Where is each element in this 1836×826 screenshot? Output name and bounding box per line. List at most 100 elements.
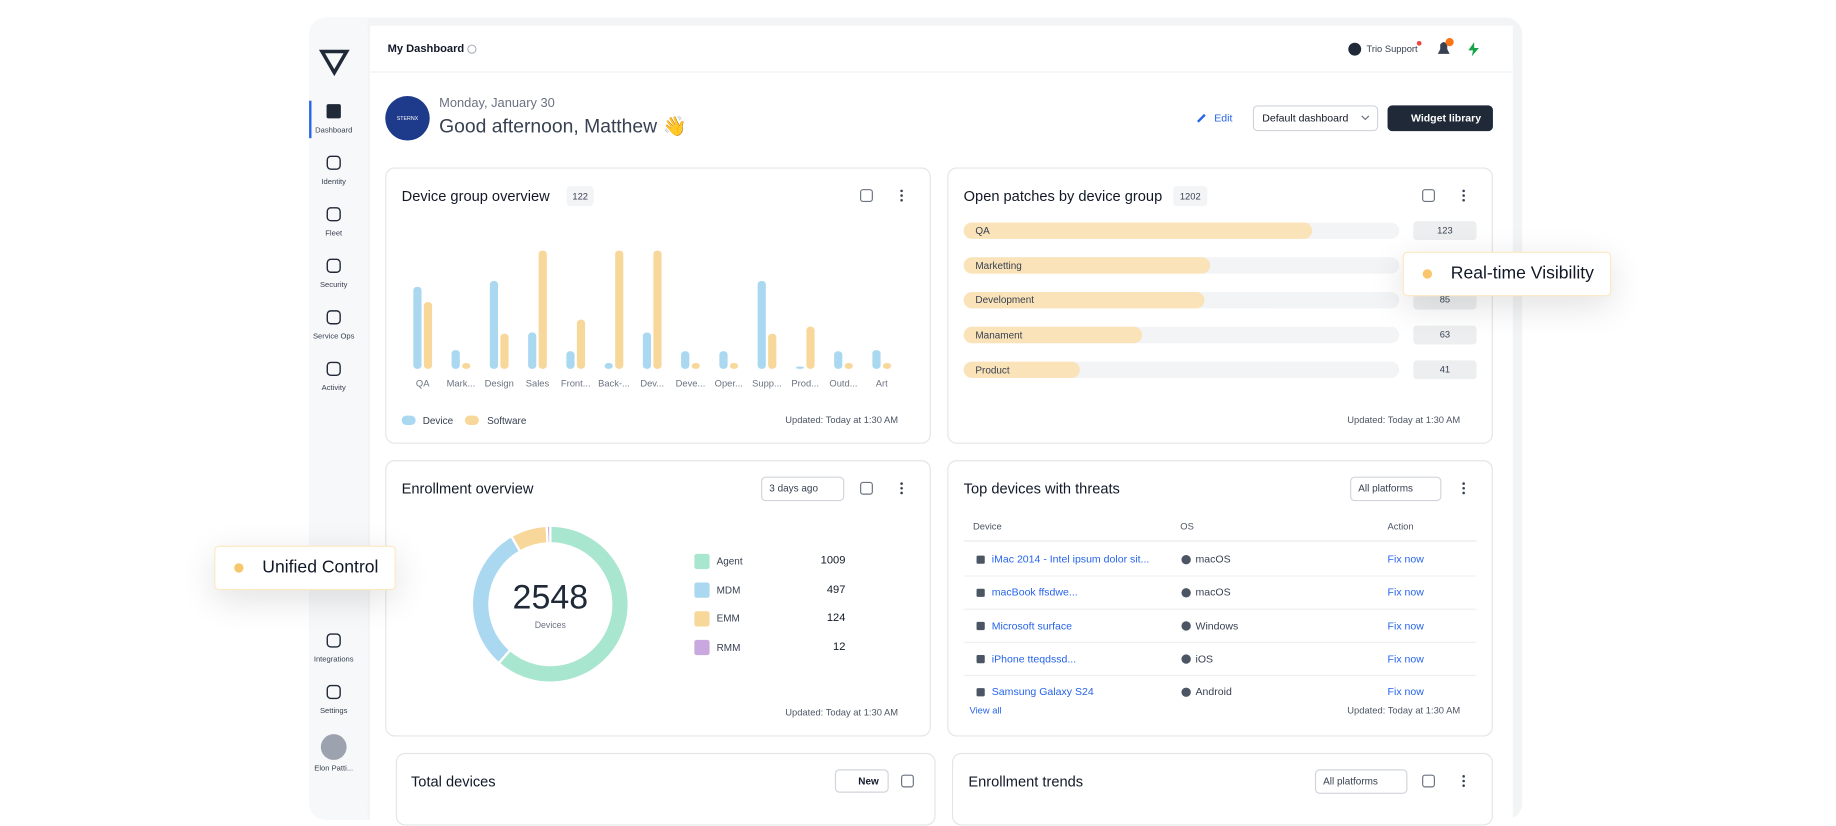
device-icon	[976, 688, 985, 697]
legend-label: RMM	[716, 640, 741, 653]
chevron	[1361, 115, 1370, 121]
menu-dot	[1462, 491, 1465, 495]
bar	[768, 333, 777, 369]
nav-label[interactable]: Identity	[321, 178, 346, 187]
fix-action[interactable]: Fix now	[1387, 586, 1424, 599]
count-badge	[1173, 186, 1208, 207]
bell-badge	[1445, 38, 1454, 47]
device-name[interactable]: Samsung Galaxy S24	[991, 685, 1094, 698]
donut-segment	[509, 524, 549, 553]
card-title: Device group overview	[401, 187, 550, 205]
top-bar	[370, 25, 1513, 73]
new-button[interactable]	[834, 769, 889, 793]
refresh-icon	[1422, 189, 1435, 202]
bar	[963, 222, 1313, 239]
x-tick-label: Design	[484, 378, 514, 389]
value-box	[1413, 221, 1477, 241]
bar	[451, 350, 460, 369]
nav-label[interactable]: Dashboard	[315, 126, 353, 135]
dashboard-select[interactable]	[1252, 105, 1379, 132]
x-tick-label: Prod...	[791, 378, 820, 389]
edit-icon	[1197, 113, 1206, 123]
fix-action[interactable]: Fix now	[1387, 553, 1424, 566]
legend-swatch	[401, 415, 416, 426]
os-icon	[1181, 654, 1191, 664]
bar	[963, 257, 1211, 274]
view-all-link[interactable]: View all	[969, 705, 1002, 716]
nav-label[interactable]: Fleet	[325, 229, 343, 238]
device-icon	[976, 555, 985, 564]
column-header: Action	[1387, 521, 1414, 532]
menu-dot	[1462, 779, 1465, 783]
nav-label[interactable]: Activity	[321, 384, 346, 393]
widget-library-button[interactable]	[1387, 105, 1493, 132]
legend-label: Agent	[716, 554, 743, 567]
device-name[interactable]: macBook ffsdwe...	[991, 586, 1078, 599]
bar-label: Marketting	[975, 259, 1022, 272]
bar	[653, 250, 662, 369]
bar	[719, 351, 728, 369]
device-name[interactable]: iMac 2014 - Intel ipsum dolor sit...	[991, 553, 1150, 566]
x-tick-label: Back-...	[598, 378, 630, 389]
x-tick-label: Oper...	[714, 378, 743, 389]
nav-icon	[326, 684, 341, 700]
fix-action[interactable]: Fix now	[1387, 652, 1424, 665]
x-tick-label: Deve...	[675, 378, 706, 389]
widget-library-label: Widget library	[1410, 111, 1482, 124]
active-indicator	[309, 100, 312, 139]
edit-button[interactable]: Edit	[1214, 111, 1233, 124]
bell-icon	[1437, 42, 1450, 54]
nav-icon	[326, 310, 341, 325]
range-select[interactable]	[761, 476, 845, 502]
donut-segment	[545, 524, 552, 545]
menu-dot	[900, 486, 903, 490]
nav-icon	[326, 104, 341, 119]
support-link[interactable]: Trio Support	[1366, 43, 1418, 55]
bar-label: Product	[975, 363, 1010, 376]
nav-label[interactable]: Service Ops	[312, 332, 355, 341]
nav-label[interactable]: Security	[319, 281, 348, 290]
bar	[528, 332, 537, 369]
user-avatar	[320, 734, 347, 760]
bar	[963, 326, 1143, 344]
menu-dot	[1462, 198, 1465, 202]
refresh-icon	[1422, 774, 1435, 788]
count-badge-text: 122	[572, 190, 589, 202]
card-title: Enrollment trends	[968, 773, 1084, 790]
org-logo-text: STERNX	[396, 115, 419, 121]
fix-action[interactable]: Fix now	[1387, 685, 1424, 698]
legend-swatch	[694, 639, 710, 656]
card-title: Total devices	[410, 773, 496, 790]
value-box	[1413, 360, 1477, 380]
x-tick-label: Supp...	[752, 378, 782, 389]
logo	[318, 49, 350, 77]
nav-label[interactable]: Integrations	[313, 655, 354, 665]
os-name: macOS	[1195, 553, 1231, 566]
bar-label: Manament	[975, 329, 1023, 341]
card	[947, 460, 1493, 737]
refresh-icon	[901, 774, 914, 788]
bar	[489, 281, 499, 369]
menu-dot	[1462, 189, 1465, 193]
legend-value: 1009	[820, 554, 846, 568]
support-dot	[1416, 40, 1422, 46]
bar	[795, 366, 805, 369]
device-name[interactable]: Microsoft surface	[991, 619, 1073, 632]
refresh-icon	[860, 481, 873, 495]
card-title: Open patches by device group	[963, 187, 1163, 205]
fix-action[interactable]: Fix now	[1387, 619, 1424, 632]
value-box	[1413, 325, 1477, 345]
donut-segment	[496, 524, 630, 684]
platform-select[interactable]	[1314, 769, 1408, 794]
platform-label: All platforms	[1323, 775, 1378, 787]
os-icon	[1181, 621, 1191, 631]
device-name[interactable]: iPhone tteqdssd...	[991, 652, 1077, 665]
nav-label[interactable]: Settings	[319, 707, 348, 716]
menu-dot	[1462, 482, 1465, 485]
os-name: Android	[1195, 685, 1232, 698]
platform-select[interactable]	[1350, 476, 1442, 502]
card-title: Top devices with threats	[963, 480, 1120, 498]
bar	[963, 292, 1205, 309]
user-name: Elon Patti...	[314, 764, 354, 773]
